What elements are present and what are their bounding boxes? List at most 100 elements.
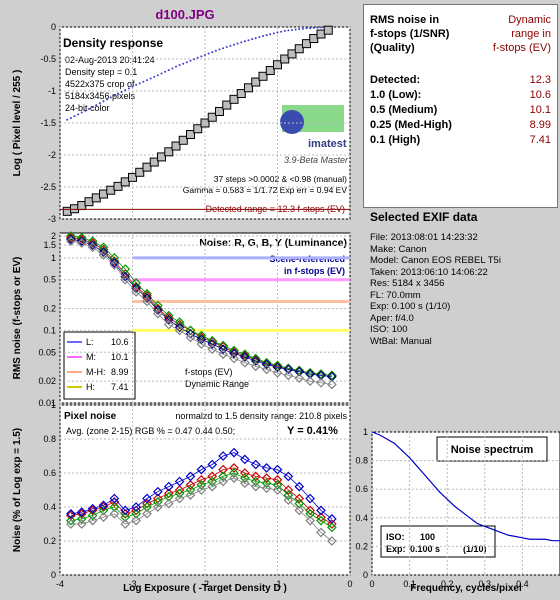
pixel-noise-point — [272, 464, 283, 475]
pixel-noise-point — [207, 481, 218, 492]
pixel-noise-point — [294, 481, 305, 492]
info-head-line: (Quality) — [370, 42, 415, 54]
pixel-noise-ylabel: Noise (% of Log exp = 1.5) — [12, 428, 23, 552]
exif-line: Model: Canon EOS REBEL T5i — [370, 255, 501, 266]
density-point — [280, 54, 290, 64]
y-tick-label: 0.8 — [355, 456, 368, 466]
reference-point — [193, 58, 196, 61]
info-head-line: RMS noise in — [370, 14, 440, 26]
pixel-noise-point — [174, 476, 185, 487]
noise-point — [109, 253, 120, 263]
y-tick-label: 0 — [51, 570, 56, 580]
density-title: Density response — [63, 36, 163, 50]
reference-point — [175, 65, 177, 68]
legend-value: 10.6 — [111, 337, 129, 347]
noise-point — [261, 357, 272, 368]
noise-point — [261, 359, 272, 370]
pixel-noise-point — [261, 478, 272, 489]
y-tick-label: 0.5 — [43, 275, 56, 285]
reference-point — [149, 77, 152, 80]
reference-point — [109, 96, 112, 99]
version-label: 3.9-Beta Master — [284, 155, 349, 165]
density-info: 02-Aug-2013 20:41:24 Density step = 0.1 … — [65, 55, 155, 113]
reference-point — [251, 38, 254, 41]
info-row: Detected: 12.3 — [370, 73, 551, 88]
pixel-noise-point — [240, 454, 250, 465]
spectrum-title: Noise spectrum — [451, 444, 534, 456]
pixel-noise-point — [272, 480, 283, 490]
x-tick-label: -2 — [201, 579, 209, 589]
pixel-noise-point — [327, 536, 337, 546]
reference-point — [214, 49, 217, 52]
info-row-value: 10.6 — [529, 89, 551, 101]
dr-footer-1: f-stops (EV) — [185, 367, 233, 377]
stats-line-2: Gamma = 0.583 = 1/1.72 Exp err = 0.94 EV — [183, 185, 348, 195]
y-tick-label: 0.02 — [38, 376, 56, 386]
reference-point — [243, 40, 246, 43]
pixel-noise-point — [76, 514, 87, 524]
reference-point — [106, 98, 109, 101]
reference-point — [254, 37, 257, 40]
noise-point — [305, 369, 315, 379]
density-point — [229, 94, 239, 104]
density-point — [207, 112, 217, 122]
pixel-noise-point — [153, 497, 163, 507]
pixel-noise-point — [229, 463, 239, 473]
density-info-line: 4522x375 crop of — [65, 79, 135, 89]
reference-point — [200, 55, 203, 58]
pixel-noise-point — [207, 471, 218, 482]
noise-point — [196, 339, 207, 349]
noise-point — [76, 236, 87, 246]
y-tick-label: 0.1 — [43, 325, 56, 335]
pixel-noise-point — [153, 502, 163, 512]
reference-point — [131, 85, 134, 88]
pixel-noise-point — [131, 508, 141, 519]
iso-value: 100 — [420, 532, 435, 542]
pixel-noise-point — [120, 512, 131, 523]
noise-point — [316, 377, 326, 388]
info-row: 0.25 (Med-High) 8.99 — [370, 118, 551, 133]
dr-footer-2: Dynamic Range — [185, 379, 249, 389]
pixel-noise-point — [305, 505, 315, 516]
reference-point — [258, 36, 261, 39]
pixel-noise-point — [163, 498, 174, 509]
pixel-noise-point — [163, 481, 174, 492]
pixel-noise-point — [66, 519, 76, 529]
pixel-noise-point — [76, 519, 87, 529]
pixel-noise-point — [294, 505, 305, 516]
reference-point — [142, 80, 145, 83]
pixel-noise-point — [240, 468, 250, 478]
pixel-noise-point — [98, 505, 109, 516]
pixel-noise-point — [229, 447, 239, 458]
y-tick-label: 0.05 — [38, 347, 56, 357]
info-head-line: f-stops (1/SNR) — [370, 28, 450, 40]
reference-point — [77, 113, 80, 116]
pixel-noise-point — [283, 485, 294, 495]
noise-point — [163, 314, 174, 325]
reference-point — [95, 104, 98, 107]
reference-point — [66, 118, 69, 121]
reference-point — [189, 59, 192, 62]
pixel-noise-point — [229, 468, 239, 478]
noise-point — [109, 258, 120, 268]
density-ylabel: Log ( Pixel level / 255 ) — [12, 70, 23, 177]
pixel-noise-point — [272, 474, 283, 485]
reference-point — [207, 52, 210, 55]
info-col1-head: RMS noise in f-stops (1/SNR) (Quality) — [370, 13, 449, 55]
pixel-noise-point — [196, 474, 207, 485]
pixel-noise-subtitle: normalzd to 1.5 density range: 210.8 pix… — [175, 411, 347, 421]
density-point — [149, 157, 159, 167]
noise-point — [250, 361, 261, 372]
density-point — [244, 83, 253, 93]
reference-point — [167, 69, 170, 72]
pixel-noise-line — [70, 477, 333, 542]
pixel-noise-point — [98, 500, 109, 511]
legend-value: 7.41 — [111, 382, 129, 392]
pixel-noise-point — [142, 502, 152, 512]
density-point — [142, 162, 152, 172]
exif-title: Selected EXIF data — [370, 210, 478, 224]
exp-fraction: (1/10) — [463, 544, 487, 554]
pixel-noise-point — [261, 483, 272, 494]
reference-point — [294, 28, 297, 31]
pixel-noise-point — [218, 464, 228, 475]
